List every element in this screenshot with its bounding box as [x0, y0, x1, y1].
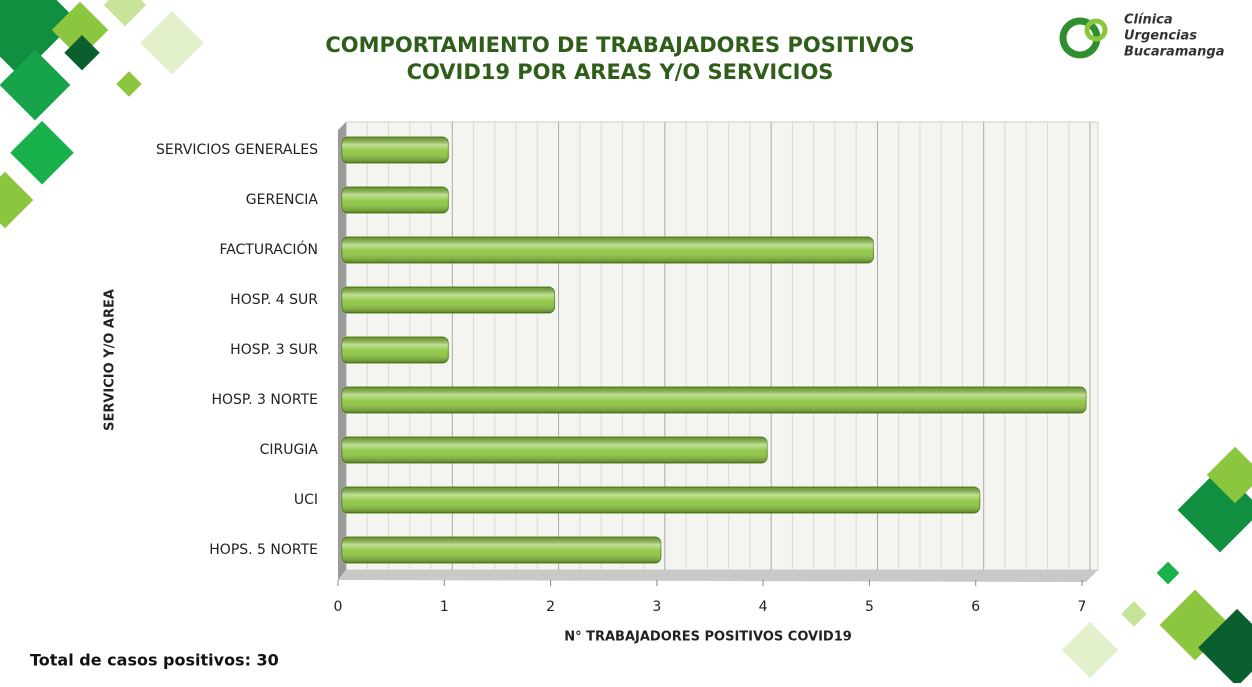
x-tick-label: 2 — [546, 599, 555, 615]
bar-shine — [342, 537, 661, 563]
bars: SERVICIOS GENERALES GERENCIA FACTURACIÓN HO… — [156, 136, 1087, 564]
x-tick-label: 4 — [759, 599, 768, 615]
y-axis-title: SERVICIO Y/O AREA — [103, 289, 118, 431]
chart-title: COMPORTAMIENTO DE TRABAJADORES POSITIVOS — [325, 33, 914, 57]
y-tick-label: UCI — [294, 492, 318, 508]
bar-shine — [342, 237, 874, 263]
y-tick-label: HOSP. 3 SUR — [230, 342, 318, 358]
y-tick-label: HOSP. 3 NORTE — [211, 392, 318, 408]
bar-shine — [342, 437, 768, 463]
y-tick-label: GERENCIA — [246, 192, 319, 208]
bar-shine — [342, 337, 449, 363]
logo-mark — [1084, 18, 1108, 42]
chart-title: COVID19 POR AREAS Y/O SERVICIOS — [407, 60, 834, 84]
bar-shine — [342, 187, 449, 213]
logo-text: Urgencias — [1124, 29, 1197, 44]
x-axis-title: N° TRABAJADORES POSITIVOS COVID19 — [564, 630, 852, 645]
x-tick-label: 5 — [865, 599, 874, 615]
bar-shine — [342, 487, 980, 513]
bar-shine — [342, 387, 1086, 413]
footer-note: Total de casos positivos: 30 — [30, 651, 279, 670]
x-tick-label: 7 — [1078, 599, 1087, 615]
bar-shine — [342, 137, 449, 163]
y-tick-label: CIRUGIA — [260, 442, 319, 458]
bar-shine — [342, 287, 555, 313]
y-tick-label: HOPS. 5 NORTE — [209, 542, 318, 558]
logo: Clínica Urgencias Bucaramanga — [1059, 13, 1224, 60]
logo-text: Clínica — [1124, 13, 1173, 28]
plot-floor — [338, 570, 1098, 582]
x-tick-label: 6 — [971, 599, 980, 615]
x-tick-label: 0 — [334, 599, 343, 615]
y-tick-label: FACTURACIÓN — [219, 240, 318, 258]
x-tick-label: 1 — [440, 599, 449, 615]
y-tick-label: HOSP. 4 SUR — [230, 292, 318, 308]
y-tick-label: SERVICIOS GENERALES — [156, 142, 318, 158]
logo-text: Bucaramanga — [1124, 45, 1224, 60]
x-tick-label: 3 — [652, 599, 661, 615]
